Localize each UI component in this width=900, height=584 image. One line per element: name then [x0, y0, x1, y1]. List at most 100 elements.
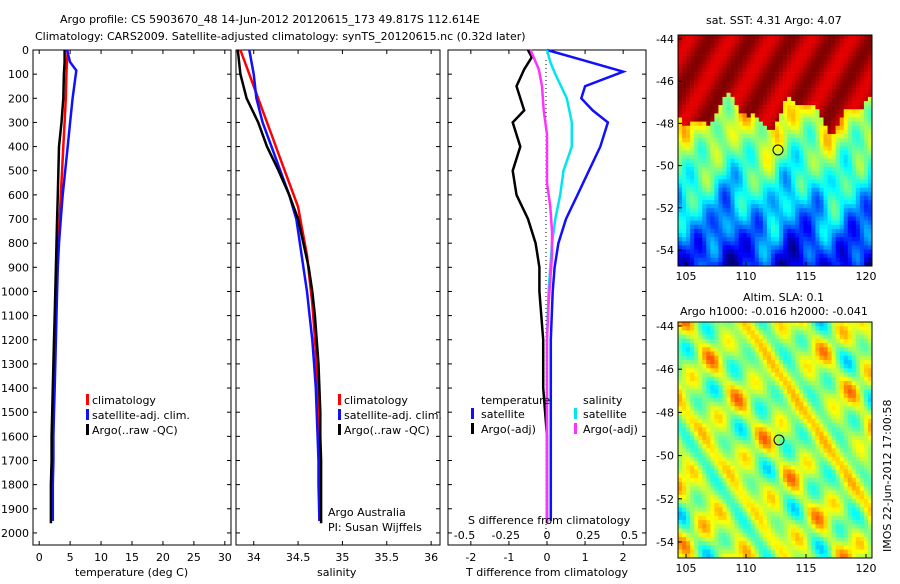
map-cell: [844, 495, 848, 500]
map-cell: [795, 381, 799, 386]
map-cell: [702, 322, 706, 327]
map-cell: [763, 461, 767, 466]
map-cell: [828, 241, 832, 245]
map-cell: [775, 35, 779, 39]
map-cell: [803, 419, 807, 424]
map-cell: [678, 237, 682, 241]
map-cell: [795, 394, 799, 399]
map-cell: [706, 448, 710, 453]
map-cell: [832, 122, 836, 126]
map-cell: [864, 385, 868, 390]
map-cell: [824, 432, 828, 437]
map-cell: [860, 146, 864, 150]
map-cell: [702, 159, 706, 163]
map-cell: [836, 254, 840, 258]
map-cell: [710, 52, 714, 56]
map-cell: [686, 343, 690, 348]
map-cell: [767, 326, 771, 331]
sst-map-title: sat. SST: 4.31 Argo: 4.07: [706, 14, 842, 27]
map-cell: [807, 97, 811, 101]
map-cell: [844, 241, 848, 245]
map-cell: [710, 322, 714, 327]
map-cell: [803, 208, 807, 212]
map-cell: [811, 448, 815, 453]
map-cell: [710, 373, 714, 378]
map-cell: [751, 167, 755, 171]
map-cell: [706, 105, 710, 109]
map-cell: [828, 118, 832, 122]
map-cell: [739, 167, 743, 171]
map-cell: [852, 254, 856, 258]
map-cell: [771, 80, 775, 84]
map-cell: [852, 440, 856, 445]
map-cell: [819, 204, 823, 208]
map-cell: [819, 411, 823, 416]
map-cell: [718, 402, 722, 407]
map-cell: [852, 436, 856, 441]
map-cell: [771, 134, 775, 138]
map-cell: [832, 356, 836, 361]
map-cell: [815, 233, 819, 237]
map-cell: [682, 499, 686, 504]
map-cell: [860, 245, 864, 249]
map-cell: [727, 208, 731, 212]
map-cell: [807, 146, 811, 150]
map-cell: [771, 415, 775, 420]
map-cell: [678, 138, 682, 142]
map-cell: [718, 322, 722, 327]
map-cell: [775, 360, 779, 365]
map-cell: [860, 89, 864, 93]
map-cell: [856, 398, 860, 403]
map-cell: [767, 105, 771, 109]
map-cell: [840, 440, 844, 445]
map-cell: [747, 415, 751, 420]
map-cell: [706, 93, 710, 97]
map-cell: [714, 159, 718, 163]
map-cell: [714, 457, 718, 462]
map-cell: [722, 212, 726, 216]
map-cell: [682, 184, 686, 188]
map-cell: [739, 72, 743, 76]
map-cell: [751, 343, 755, 348]
map-cell: [828, 109, 832, 113]
map-cell: [690, 402, 694, 407]
map-cell: [698, 482, 702, 487]
map-cell: [722, 250, 726, 254]
map-cell: [690, 105, 694, 109]
map-cell: [848, 406, 852, 411]
map-cell: [819, 43, 823, 47]
map-cell: [836, 241, 840, 245]
map-cell: [767, 47, 771, 51]
map-cell: [747, 389, 751, 394]
map-cell: [690, 151, 694, 155]
map-cell: [787, 419, 791, 424]
map-cell: [678, 130, 682, 134]
map-cell: [864, 406, 868, 411]
map-cell: [714, 43, 718, 47]
map-cell: [747, 146, 751, 150]
map-cell: [763, 122, 767, 126]
map-cell: [775, 326, 779, 331]
legend-label-sal-argo: Argo(-adj): [583, 423, 638, 436]
map-cell: [807, 217, 811, 221]
map-cell: [731, 406, 735, 411]
map-cell: [755, 470, 759, 475]
map-cell: [791, 179, 795, 183]
map-cell: [727, 122, 731, 126]
map-cell: [698, 225, 702, 229]
map-cell: [856, 109, 860, 113]
map-cell: [807, 245, 811, 249]
map-cell: [799, 142, 803, 146]
map-cell: [714, 167, 718, 171]
map-cell: [714, 465, 718, 470]
map-cell: [836, 233, 840, 237]
map-cell: [722, 330, 726, 335]
map-cell: [775, 233, 779, 237]
map-cell: [832, 155, 836, 159]
map-cell: [698, 394, 702, 399]
legend-swatch-sal-argo: [574, 423, 577, 434]
map-cell: [824, 188, 828, 192]
map-cell: [678, 93, 682, 97]
map-cell: [718, 138, 722, 142]
legend-swatch-argo: [338, 424, 341, 435]
